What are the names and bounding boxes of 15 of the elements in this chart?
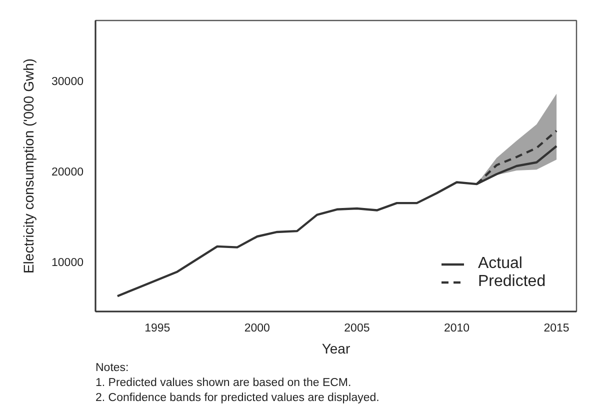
y-tick-label: 20000 <box>52 166 84 178</box>
y-tick-label: 30000 <box>52 76 84 88</box>
x-axis-title: Year <box>322 340 350 356</box>
legend-label: Predicted <box>478 273 547 291</box>
x-tick-label: 2005 <box>344 322 370 334</box>
text: 1. Predicted values shown are based on the ECM. <box>96 377 352 389</box>
x-tick-label: 2010 <box>444 322 470 334</box>
text: 2. Confidence bands for predicted values are displayed. <box>96 392 380 404</box>
text: Notes: <box>96 362 129 374</box>
legend-label: Actual <box>478 255 524 273</box>
y-axis-title: Electricity consumption ('000 Gwh) <box>20 58 37 274</box>
y-tick-label: 10000 <box>52 256 84 269</box>
x-tick-label: 1995 <box>144 322 170 334</box>
x-tick-label: 2015 <box>544 322 570 334</box>
x-tick-label: 2000 <box>244 322 270 334</box>
